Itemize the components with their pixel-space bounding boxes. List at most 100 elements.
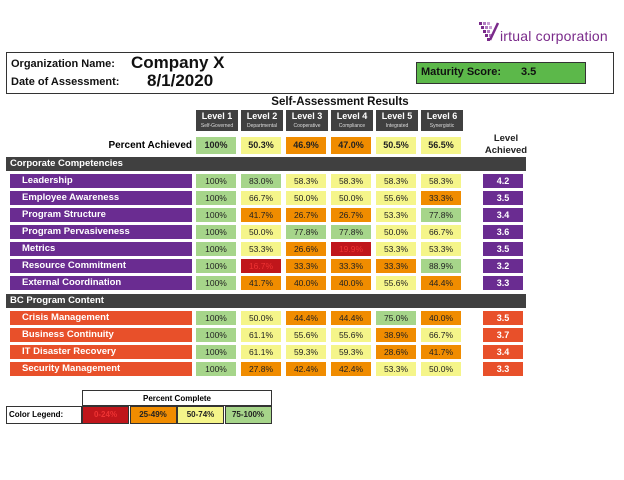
logo-text: irtual corporation [500,28,608,44]
level-achieved-cell: 3.2 [483,259,523,273]
level-subtitle: Compliance [338,123,366,129]
score-cell: 33.3% [376,259,416,273]
score-cell: 28.6% [376,345,416,359]
score-cell: 53.3% [376,242,416,256]
score-cell: 19.9% [331,242,371,256]
level-achieved-cell: 3.4 [483,208,523,222]
score-cell: 40.0% [286,276,326,290]
score-cell: 75.0% [376,311,416,325]
company-logo: irtual corporation [478,18,618,50]
date-value: 8/1/2020 [147,71,214,90]
score-cell: 42.4% [286,362,326,376]
row-label: IT Disaster Recovery [10,345,192,359]
level-header: Level 5 Integrated [376,110,418,131]
org-name-label: Organization Name: [11,58,115,70]
score-cell: 33.3% [331,259,371,273]
score-cell: 100% [196,328,236,342]
level-subtitle: Self-Governed [200,123,234,129]
level-header: Level 2 Departmental [241,110,283,131]
section-header: BC Program Content [6,294,526,308]
legend-label: Color Legend: [6,406,82,424]
score-cell: 100% [196,208,236,222]
score-cell: 59.3% [286,345,326,359]
legend-swatch: 25-49% [129,406,177,424]
row-label: Leadership [10,174,192,188]
maturity-score-value: 3.5 [521,66,537,78]
level-subtitle: Departmental [246,123,277,129]
score-cell: 40.0% [331,276,371,290]
percent-achieved-cell: 46.9% [286,137,326,154]
level-header: Level 1 Self-Governed [196,110,238,131]
date-label: Date of Assessment: [11,76,120,88]
score-cell: 50.0% [376,225,416,239]
score-cell: 50.0% [331,191,371,205]
score-cell: 77.8% [421,208,461,222]
percent-achieved-cell: 50.5% [376,137,416,154]
percent-achieved-cell: 47.0% [331,137,371,154]
table-title: Self-Assessment Results [271,96,409,108]
maturity-score-label: Maturity Score: [421,66,502,78]
score-cell: 41.7% [421,345,461,359]
score-cell: 66.7% [421,225,461,239]
maturity-score-box: Maturity Score: 3.5 [416,62,586,84]
level-header: Level 3 Cooperative [286,110,328,131]
score-cell: 44.4% [331,311,371,325]
score-cell: 55.6% [376,276,416,290]
score-cell: 53.3% [241,242,281,256]
percent-achieved-cell: 100% [196,137,236,154]
score-cell: 50.0% [421,362,461,376]
score-cell: 53.3% [421,242,461,256]
legend-title: Percent Complete [82,390,272,406]
level-achieved-header: Level Achieved [484,133,528,156]
level-achieved-cell: 3.4 [483,345,523,359]
score-cell: 41.7% [241,208,281,222]
level-name: Level 1 [201,111,233,121]
score-cell: 66.7% [421,328,461,342]
legend-swatch: 75-100% [224,406,272,424]
level-achieved-cell: 3.5 [483,311,523,325]
score-cell: 26.6% [286,242,326,256]
level-achieved-cell: 3.3 [483,276,523,290]
score-cell: 26.7% [331,208,371,222]
score-cell: 27.8% [241,362,281,376]
level-achieved-cell: 4.2 [483,174,523,188]
score-cell: 100% [196,191,236,205]
score-cell: 100% [196,311,236,325]
score-cell: 50.0% [241,311,281,325]
score-cell: 26.7% [286,208,326,222]
score-cell: 58.3% [421,174,461,188]
row-label: External Coordination [10,276,192,290]
legend-swatch: 0-24% [82,406,129,424]
level-name: Level 4 [336,111,368,121]
level-achieved-cell: 3.5 [483,191,523,205]
level-name: Level 2 [246,111,278,121]
score-cell: 83.0% [241,174,281,188]
score-cell: 40.0% [421,311,461,325]
level-subtitle: Integrated [385,123,409,129]
score-cell: 100% [196,242,236,256]
percent-achieved-cell: 56.5% [421,137,461,154]
score-cell: 58.3% [286,174,326,188]
score-cell: 55.6% [376,191,416,205]
score-cell: 55.6% [286,328,326,342]
level-achieved-cell: 3.5 [483,242,523,256]
color-legend: Percent Complete Color Legend: 0-24% 25-4… [6,390,272,424]
score-cell: 58.3% [376,174,416,188]
row-label: Resource Commitment [10,259,192,273]
row-label: Metrics [10,242,192,256]
score-cell: 38.9% [376,328,416,342]
score-cell: 59.3% [331,345,371,359]
score-cell: 44.4% [286,311,326,325]
score-cell: 100% [196,276,236,290]
row-label: Business Continuity [10,328,192,342]
score-cell: 50.0% [286,191,326,205]
level-subtitle: Cooperative [293,123,321,129]
score-cell: 77.8% [286,225,326,239]
score-cell: 100% [196,259,236,273]
score-cell: 53.3% [376,208,416,222]
score-cell: 100% [196,362,236,376]
row-label: Crisis Management [10,311,192,325]
score-cell: 53.3% [376,362,416,376]
level-subtitle: Synergistic [429,123,455,129]
org-name-value: Company X [131,53,225,72]
